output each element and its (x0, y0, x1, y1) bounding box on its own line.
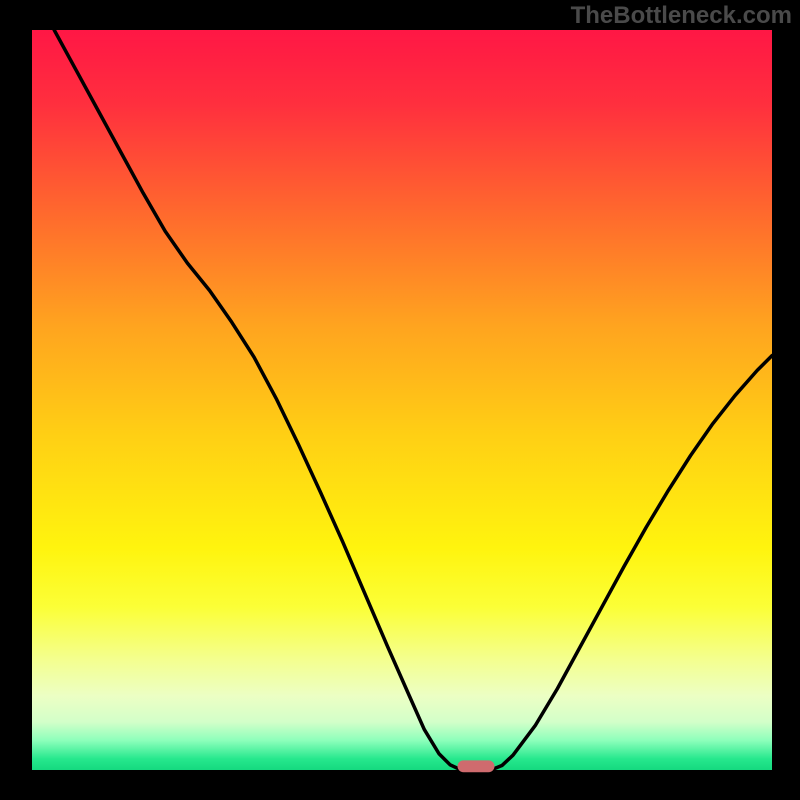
curve-layer (32, 30, 772, 770)
bottleneck-curve (54, 30, 772, 770)
chart-root: TheBottleneck.com (0, 0, 800, 800)
optimum-marker (458, 760, 495, 772)
plot-area (32, 30, 772, 770)
watermark-text: TheBottleneck.com (571, 2, 792, 30)
